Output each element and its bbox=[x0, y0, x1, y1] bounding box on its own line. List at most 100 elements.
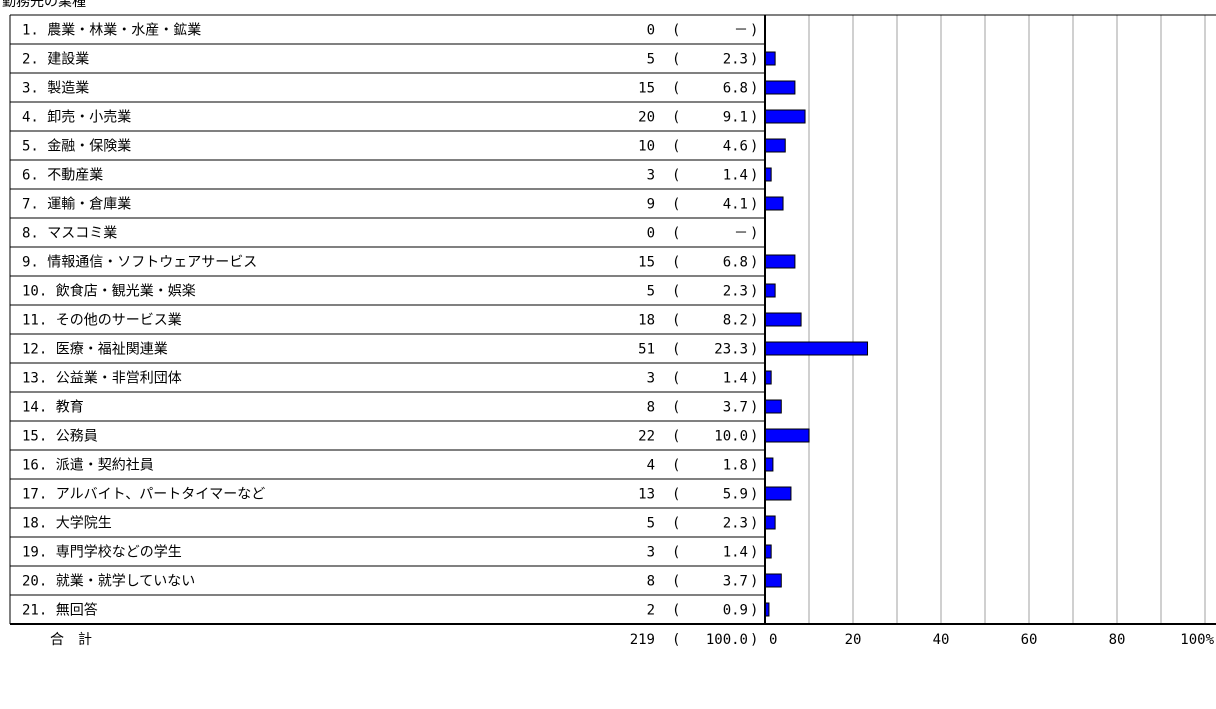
paren-close: ) bbox=[750, 545, 758, 561]
bar bbox=[764, 341, 869, 356]
bar bbox=[764, 196, 784, 211]
paren-open: ( bbox=[672, 545, 680, 561]
count-label: 5 bbox=[647, 516, 655, 532]
chart-title: 勤務先の業種 bbox=[2, 0, 86, 10]
paren-open: ( bbox=[672, 255, 680, 271]
paren-open: ( bbox=[672, 342, 680, 358]
total-paren-open: ( bbox=[672, 632, 680, 648]
category-label: 17. アルバイト、パートタイマーなど bbox=[22, 487, 265, 503]
total-percent: 100.0 bbox=[706, 632, 748, 648]
paren-open: ( bbox=[672, 226, 680, 242]
percent-label: 1.4 bbox=[723, 371, 748, 387]
category-label: 1. 農業・林業・水産・鉱業 bbox=[22, 22, 201, 39]
bar bbox=[764, 51, 776, 66]
percent-label: 1.4 bbox=[723, 168, 748, 184]
bars bbox=[764, 51, 869, 617]
count-label: 2 bbox=[647, 603, 655, 619]
paren-open: ( bbox=[672, 429, 680, 445]
percent-label: 1.8 bbox=[723, 458, 748, 474]
percent-label: 1.4 bbox=[723, 545, 748, 561]
bar bbox=[764, 283, 776, 298]
paren-close: ) bbox=[750, 110, 758, 126]
count-label: 15 bbox=[638, 81, 655, 97]
bar bbox=[764, 573, 782, 588]
paren-open: ( bbox=[672, 313, 680, 329]
paren-open: ( bbox=[672, 139, 680, 155]
paren-close: ) bbox=[750, 574, 758, 590]
count-label: 22 bbox=[638, 429, 655, 445]
count-label: 13 bbox=[638, 487, 655, 503]
count-label: 3 bbox=[647, 545, 655, 561]
category-label: 19. 専門学校などの学生 bbox=[22, 544, 182, 561]
paren-open: ( bbox=[672, 52, 680, 68]
bar bbox=[764, 138, 786, 153]
x-tick-label: 20 bbox=[845, 632, 862, 648]
paren-close: ) bbox=[750, 342, 758, 358]
bar bbox=[764, 428, 810, 443]
paren-open: ( bbox=[672, 284, 680, 300]
category-label: 13. 公益業・非営利団体 bbox=[22, 371, 182, 387]
paren-close: ) bbox=[750, 255, 758, 271]
paren-close: ) bbox=[750, 226, 758, 242]
percent-label: 0.9 bbox=[723, 603, 748, 619]
category-label: 8. マスコミ業 bbox=[22, 226, 117, 242]
total-paren-close: ) bbox=[750, 632, 758, 648]
percent-label: 8.2 bbox=[723, 313, 748, 329]
percent-label: 2.3 bbox=[723, 516, 748, 532]
percent-label: 3.7 bbox=[723, 400, 748, 416]
percent-label: 9.1 bbox=[723, 110, 748, 126]
percent-label: 2.3 bbox=[723, 284, 748, 300]
count-label: 18 bbox=[638, 313, 655, 329]
bar bbox=[764, 254, 796, 269]
total-label: 合 計 bbox=[50, 632, 92, 648]
paren-close: ) bbox=[750, 400, 758, 416]
paren-open: ( bbox=[672, 197, 680, 213]
paren-open: ( bbox=[672, 110, 680, 126]
bar bbox=[764, 80, 796, 95]
category-label: 9. 情報通信・ソフトウェアサービス bbox=[22, 255, 257, 271]
count-label: 3 bbox=[647, 168, 655, 184]
percent-label: 4.6 bbox=[723, 139, 748, 155]
count-label: 9 bbox=[647, 197, 655, 213]
count-label: 8 bbox=[647, 400, 655, 416]
category-label: 6. 不動産業 bbox=[22, 168, 103, 184]
total-count: 219 bbox=[630, 632, 655, 648]
count-label: 3 bbox=[647, 371, 655, 387]
category-label: 4. 卸売・小売業 bbox=[22, 110, 131, 126]
percent-label: 3.7 bbox=[723, 574, 748, 590]
category-label: 5. 金融・保険業 bbox=[22, 139, 131, 155]
paren-open: ( bbox=[672, 487, 680, 503]
paren-close: ) bbox=[750, 487, 758, 503]
paren-close: ) bbox=[750, 458, 758, 474]
x-tick-label: 40 bbox=[933, 632, 950, 648]
percent-label: 4.1 bbox=[723, 197, 748, 213]
x-tick-label: 100% bbox=[1180, 632, 1214, 648]
bar bbox=[764, 486, 792, 501]
count-label: 10 bbox=[638, 139, 655, 155]
paren-open: ( bbox=[672, 516, 680, 532]
count-label: 8 bbox=[647, 574, 655, 590]
count-label: 4 bbox=[647, 458, 655, 474]
bar bbox=[764, 399, 782, 414]
category-label: 3. 製造業 bbox=[22, 81, 89, 97]
category-label: 20. 就業・就学していない bbox=[22, 574, 195, 590]
paren-close: ) bbox=[750, 139, 758, 155]
count-label: 5 bbox=[647, 284, 655, 300]
paren-close: ) bbox=[750, 313, 758, 329]
table-rows: 1. 農業・林業・水産・鉱業 0 (－ ) 2. 建設業 5 (2.3) 3. 製造業 15 (… bbox=[9, 14, 1216, 648]
category-label: 16. 派遣・契約社員 bbox=[22, 458, 154, 474]
count-label: 0 bbox=[647, 226, 655, 242]
category-label: 10. 飲食店・観光業・娯楽 bbox=[22, 283, 196, 300]
percent-label: － bbox=[734, 23, 748, 39]
bar bbox=[764, 109, 806, 124]
paren-close: ) bbox=[750, 429, 758, 445]
paren-open: ( bbox=[672, 400, 680, 416]
paren-close: ) bbox=[750, 81, 758, 97]
count-label: 51 bbox=[638, 342, 655, 358]
paren-close: ) bbox=[750, 284, 758, 300]
axis: 0 20 40 60 80 100% bbox=[10, 15, 1216, 648]
category-label: 15. 公務員 bbox=[22, 429, 98, 445]
paren-close: ) bbox=[750, 516, 758, 532]
